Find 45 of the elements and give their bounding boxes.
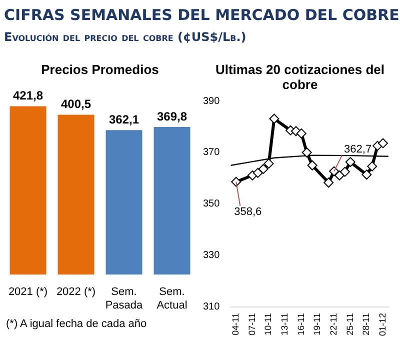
point xyxy=(264,158,274,169)
point xyxy=(378,138,388,148)
x-tick-label: 01-12 xyxy=(377,312,388,336)
x-tick-label: 25-11 xyxy=(344,312,355,336)
x-tick-label: 22-11 xyxy=(328,312,339,336)
text: Evolución del precio del cobre (¢US$/Lb.) xyxy=(4,30,246,44)
y-tick-label: 350 xyxy=(202,198,220,210)
point xyxy=(252,168,263,178)
x-tick-label: 10-11 xyxy=(263,312,274,336)
data-label: 400,5 xyxy=(60,97,92,112)
point xyxy=(307,160,318,170)
chart-title: Precios Promedios xyxy=(40,62,160,77)
x-tick-label: 19-11 xyxy=(312,312,322,336)
point xyxy=(258,164,268,174)
point xyxy=(362,170,372,180)
point xyxy=(367,161,378,172)
point xyxy=(302,147,312,158)
y-tick-label: 330 xyxy=(202,250,220,262)
x-tick-label: 04-11 xyxy=(230,312,241,336)
point xyxy=(296,128,306,138)
text: CIFRAS SEMANALES DEL MERCADO DEL COBRE xyxy=(4,6,400,24)
x-tick-label: 16-11 xyxy=(296,312,306,336)
x-tick-label: 2022 (*) xyxy=(56,286,96,298)
data-label: 358,6 xyxy=(234,206,262,218)
data-label: 362,1 xyxy=(108,112,140,126)
x-tick-label: 2021 (*) xyxy=(8,286,48,298)
x-tick-label: Sem. Pasada xyxy=(105,286,144,312)
x-tick-label: 07-11 xyxy=(246,312,257,336)
data-label: 421,8 xyxy=(12,88,44,103)
data-label: 369,8 xyxy=(156,109,188,124)
x-tick-label: 13-11 xyxy=(280,312,290,336)
y-tick-label: 370 xyxy=(202,147,220,158)
chart-title: Ultimas 20 cotizaciones del cobre xyxy=(214,62,386,92)
x-tick-label: 28-11 xyxy=(361,312,372,336)
y-tick-label: 310 xyxy=(202,302,220,313)
point xyxy=(231,176,242,187)
data-label: 362,7 xyxy=(344,143,372,156)
text: (*) A igual fecha de cada año xyxy=(6,318,147,330)
point xyxy=(345,157,356,168)
x-tick-label: Sem. Actual xyxy=(156,286,188,312)
point xyxy=(340,166,350,177)
y-tick-label: 390 xyxy=(202,96,220,107)
point xyxy=(269,114,280,124)
point xyxy=(324,178,334,188)
point xyxy=(334,170,344,180)
